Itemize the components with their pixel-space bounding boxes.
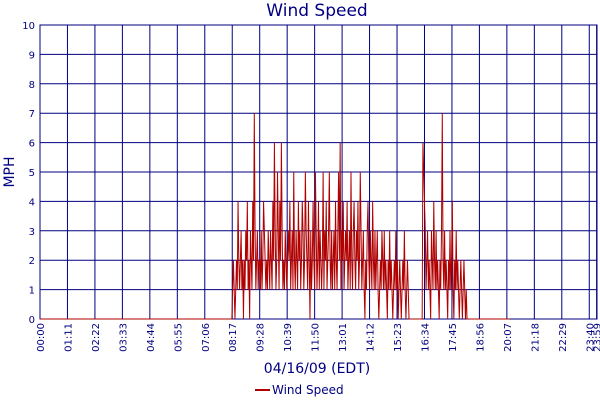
y-axis-ticks: 0 1 2 3 4 5 6 7 8 9 10 <box>22 21 35 326</box>
x-tick-label: 03:33 <box>118 323 129 352</box>
x-axis-ticks: 00:00 01:11 02:22 03:33 04:44 05:55 07:06 08:17… <box>36 323 600 352</box>
y-tick-label: 5 <box>29 168 35 179</box>
x-tick-label: 21:18 <box>530 323 541 352</box>
y-tick-label: 8 <box>29 80 35 91</box>
x-tick-label: 18:56 <box>475 323 486 352</box>
x-tick-label: 04:44 <box>146 323 157 352</box>
y-tick-label: 9 <box>29 50 35 61</box>
x-tick-label: 09:28 <box>256 323 267 352</box>
legend: Wind Speed <box>255 383 344 397</box>
x-tick-label: 02:22 <box>91 323 102 352</box>
chart-title: Wind Speed <box>266 1 367 21</box>
x-tick-label: 20:07 <box>503 323 514 352</box>
x-tick-label: 08:17 <box>228 323 239 352</box>
y-axis-label: MPH <box>2 156 18 187</box>
x-tick-label: 16:34 <box>420 323 431 352</box>
chart-grid <box>39 24 598 320</box>
x-tick-label: 00:00 <box>36 323 47 352</box>
y-tick-label: 10 <box>22 21 35 32</box>
x-tick-label: 22:29 <box>558 323 569 352</box>
x-tick-label: 17:45 <box>448 323 459 352</box>
y-tick-label: 4 <box>29 197 35 208</box>
y-tick-label: 0 <box>29 315 35 326</box>
y-tick-label: 6 <box>29 139 35 150</box>
y-tick-label: 1 <box>29 286 35 297</box>
wind-speed-series-line <box>40 113 510 320</box>
y-tick-label: 3 <box>29 227 35 238</box>
x-tick-label: 23:59 <box>593 323 600 352</box>
x-tick-label: 10:39 <box>283 323 294 352</box>
x-tick-label: 14:12 <box>366 323 377 352</box>
y-tick-label: 2 <box>29 256 35 267</box>
x-tick-label: 05:55 <box>173 323 184 352</box>
y-tick-label: 7 <box>29 109 35 120</box>
x-tick-label: 07:06 <box>201 323 212 352</box>
x-axis-label: 04/16/09 (EDT) <box>264 361 370 377</box>
x-tick-label: 11:50 <box>311 323 322 352</box>
x-tick-label: 23:40 <box>585 323 596 352</box>
x-tick-label: 13:01 <box>338 323 349 352</box>
legend-label: Wind Speed <box>272 383 344 397</box>
x-tick-label: 01:11 <box>63 323 74 352</box>
x-tick-label: 15:23 <box>393 323 404 352</box>
